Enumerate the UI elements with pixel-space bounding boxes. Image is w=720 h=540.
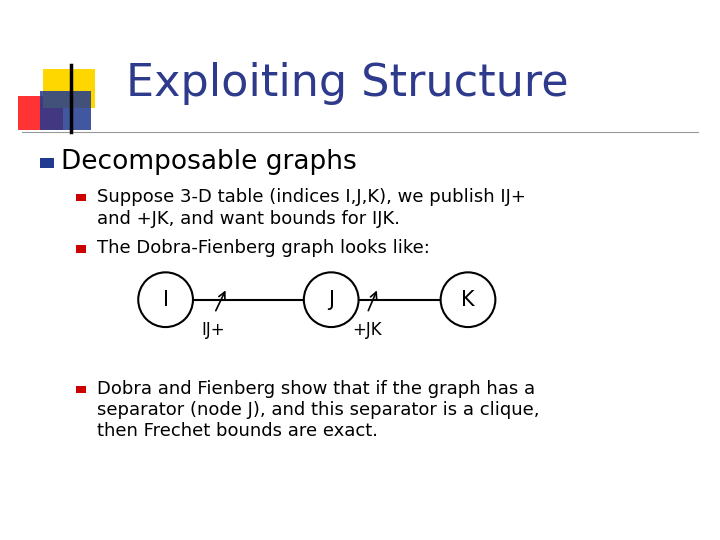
Text: Suppose 3-D table (indices I,J,K), we publish IJ+: Suppose 3-D table (indices I,J,K), we pu… (97, 188, 526, 206)
Bar (18, 96, 63, 130)
Bar (40, 91, 91, 130)
Bar (76, 386, 86, 393)
Text: I: I (163, 289, 168, 310)
Text: K: K (462, 289, 474, 310)
Text: +JK: +JK (352, 321, 382, 339)
Text: Exploiting Structure: Exploiting Structure (126, 62, 569, 105)
Text: then Frechet bounds are exact.: then Frechet bounds are exact. (97, 422, 378, 440)
Text: and +JK, and want bounds for IJK.: and +JK, and want bounds for IJK. (97, 210, 400, 228)
Ellipse shape (441, 272, 495, 327)
Text: Decomposable graphs: Decomposable graphs (61, 149, 357, 175)
Text: separator (node J), and this separator is a clique,: separator (node J), and this separator i… (97, 401, 540, 419)
Bar (76, 194, 86, 201)
Bar (40, 158, 54, 168)
Text: J: J (328, 289, 334, 310)
Bar (43, 69, 95, 108)
Text: Dobra and Fienberg show that if the graph has a: Dobra and Fienberg show that if the grap… (97, 380, 536, 398)
Ellipse shape (138, 272, 193, 327)
Ellipse shape (304, 272, 359, 327)
Text: The Dobra-Fienberg graph looks like:: The Dobra-Fienberg graph looks like: (97, 239, 430, 258)
Bar (76, 245, 86, 253)
Text: IJ+: IJ+ (202, 321, 225, 339)
